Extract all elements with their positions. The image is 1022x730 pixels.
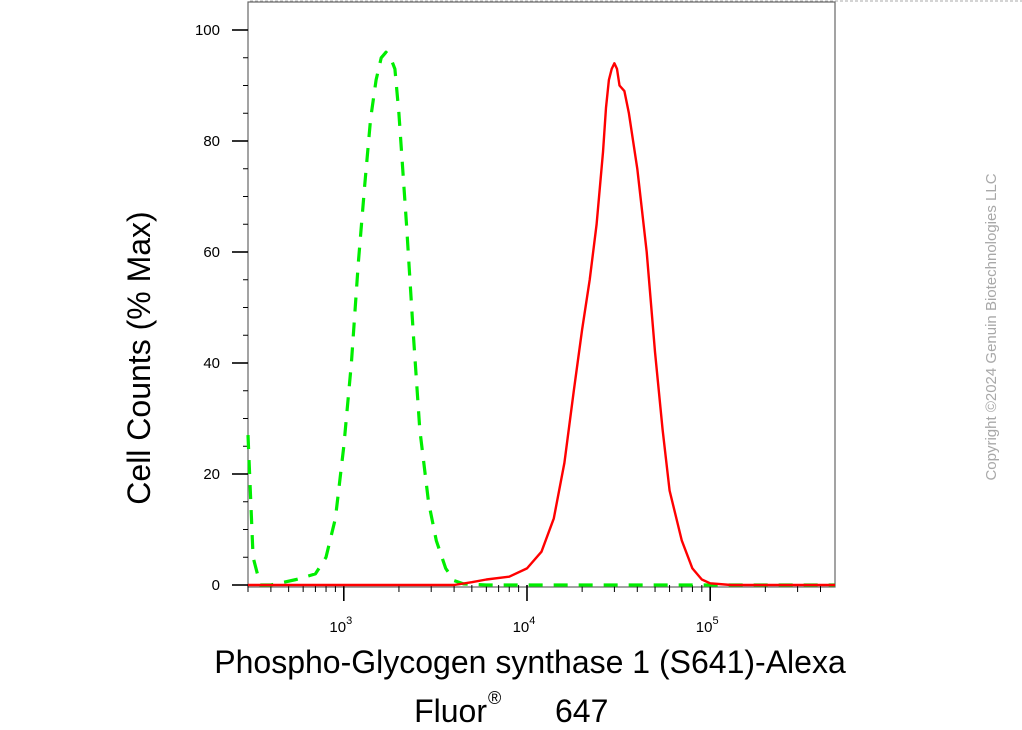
- x-axis-label-line1: Phospho-Glycogen synthase 1 (S641)-Alexa: [214, 644, 846, 680]
- registered-mark: ®: [488, 688, 501, 708]
- x-axis-label-647: 647: [555, 693, 608, 729]
- y-tick-label: 0: [212, 577, 220, 594]
- y-tick-label: 100: [195, 22, 220, 39]
- x-tick-label: 105: [696, 615, 719, 636]
- series-1-line: [248, 62, 835, 587]
- y-axis-ticks: 0 20 40 60 80 100: [195, 22, 248, 594]
- y-tick-label: 40: [203, 355, 220, 372]
- y-tick-label: 80: [203, 133, 220, 150]
- y-tick-label: 20: [203, 466, 220, 483]
- copyright-watermark: Copyright ©2024 Genuin Biotechnologies L…: [983, 173, 1000, 480]
- y-tick-label: 60: [203, 244, 220, 261]
- series-0-line: [246, 50, 835, 587]
- x-axis-ticks: 103 104 105: [247, 585, 821, 636]
- x-tick-label: 104: [513, 615, 536, 636]
- series-layer: [246, 50, 835, 587]
- x-tick-label: 103: [329, 615, 352, 636]
- y-axis-label: Cell Counts (% Max): [121, 211, 157, 504]
- plot-frame: [247, 1, 836, 588]
- x-axis-label-fluor: Fluor: [414, 693, 487, 729]
- x-axis-label-line2: Fluor ® 647: [414, 688, 608, 729]
